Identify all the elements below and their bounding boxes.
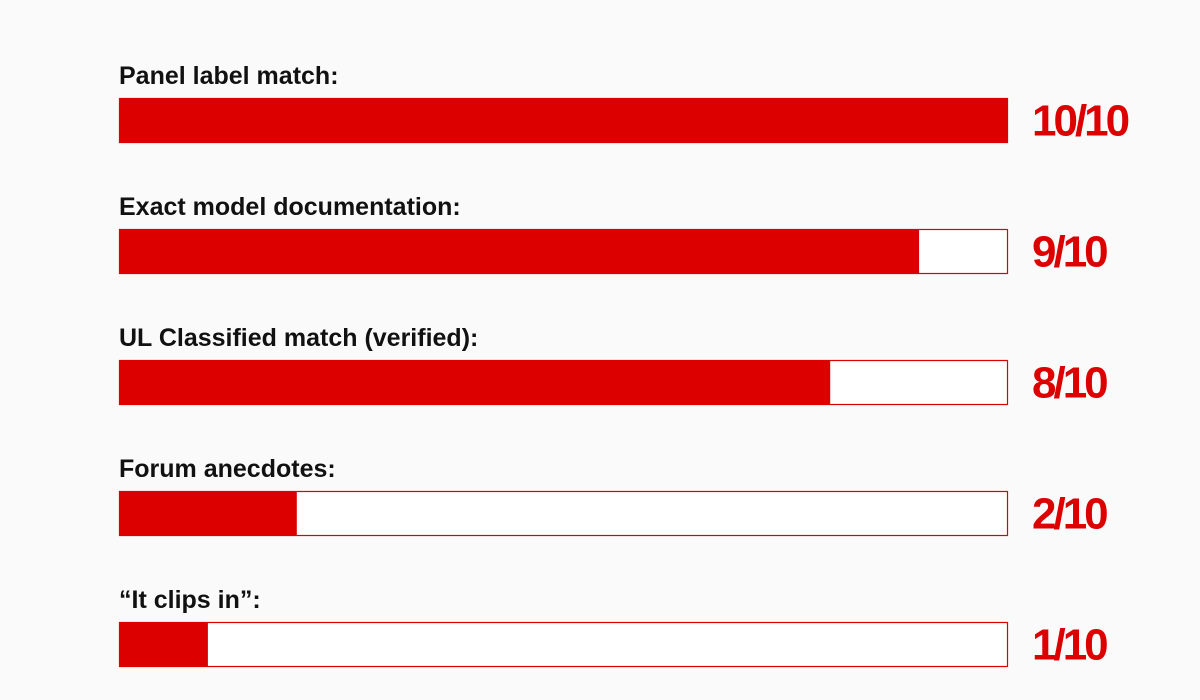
bar-track — [118, 621, 1009, 668]
category-label: Exact model documentation: — [119, 193, 461, 221]
bar — [119, 491, 297, 536]
category-label: Forum anecdotes: — [119, 455, 336, 483]
bar — [119, 98, 1008, 143]
category-label: Panel label match: — [119, 62, 339, 90]
category-label: “It clips in”: — [119, 586, 261, 614]
value-label: 10/10 — [1032, 97, 1129, 146]
value-label: 1/10 — [1032, 621, 1107, 670]
value-label: 2/10 — [1032, 490, 1107, 539]
bar — [119, 360, 831, 405]
value-label: 8/10 — [1032, 359, 1107, 408]
value-label: 9/10 — [1032, 228, 1107, 277]
category-label: UL Classified match (verified): — [119, 324, 478, 352]
bar — [119, 622, 208, 667]
bar — [119, 229, 920, 274]
